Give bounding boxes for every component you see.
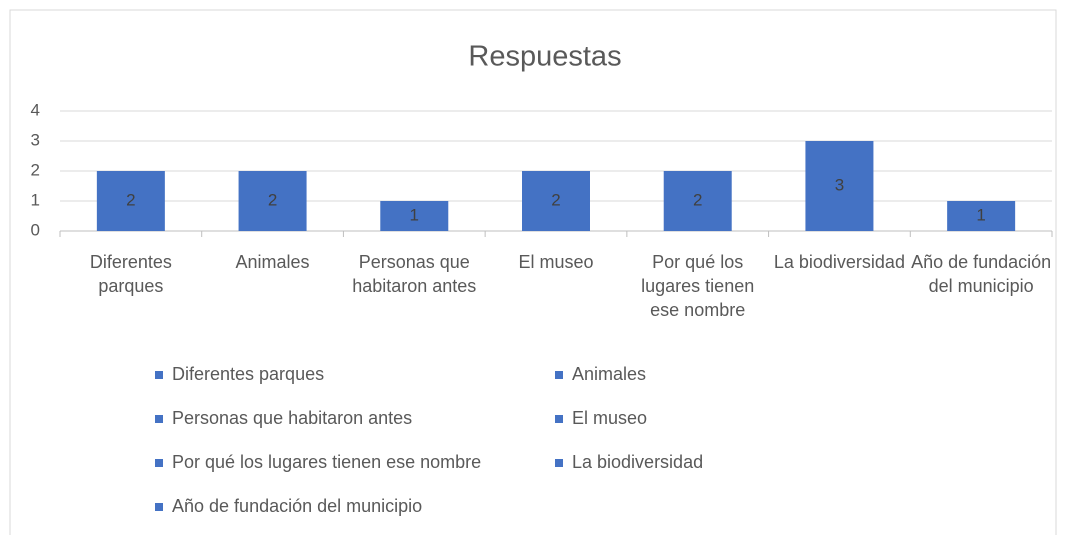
y-tick-label: 2 (31, 160, 40, 179)
data-label: 2 (268, 190, 277, 209)
legend-label: Año de fundación del municipio (172, 496, 422, 516)
x-tick-label: Por qué los lugares tienen ese nombre (641, 252, 755, 320)
legend-marker (155, 371, 163, 379)
legend-label: Personas que habitaron antes (172, 408, 412, 428)
legend-label: Animales (572, 364, 646, 384)
bar (947, 201, 1016, 231)
legend-marker (555, 459, 563, 467)
legend-marker (555, 371, 563, 379)
y-tick-label: 4 (31, 100, 40, 119)
data-label: 2 (551, 190, 560, 209)
x-tick-label: Animales (235, 252, 310, 272)
legend-label: Por qué los lugares tienen ese nombre (172, 452, 481, 472)
y-tick-label: 0 (31, 220, 40, 239)
x-tick-label: El museo (518, 252, 594, 272)
data-label: 2 (693, 190, 702, 209)
data-label: 2 (126, 190, 135, 209)
bar (663, 171, 732, 231)
bar (522, 171, 590, 231)
x-tick-label: La biodiversidad (773, 252, 905, 272)
data-label: 1 (976, 205, 985, 224)
x-tick-label: Año de fundación del municipio (911, 252, 1052, 296)
bar (380, 201, 449, 231)
legend-marker (155, 459, 163, 467)
y-tick-label: 1 (31, 190, 40, 209)
x-tick-label: Diferentes parques (89, 252, 172, 296)
legend-marker (155, 415, 163, 423)
data-label: 3 (835, 175, 844, 194)
legend-label: El museo (572, 408, 647, 428)
bar (805, 141, 874, 231)
chart-border (9, 9, 1057, 535)
x-tick-label: Personas que habitaron antes (352, 252, 477, 296)
bar (238, 171, 307, 231)
legend-label: La biodiversidad (572, 452, 703, 472)
legend-marker (155, 503, 163, 511)
legend-label: Diferentes parques (172, 364, 324, 384)
y-tick-label: 3 (31, 130, 40, 149)
data-label: 1 (410, 205, 419, 224)
legend-marker (555, 415, 563, 423)
chart-title: Respuestas (468, 41, 621, 73)
bar (96, 171, 165, 231)
